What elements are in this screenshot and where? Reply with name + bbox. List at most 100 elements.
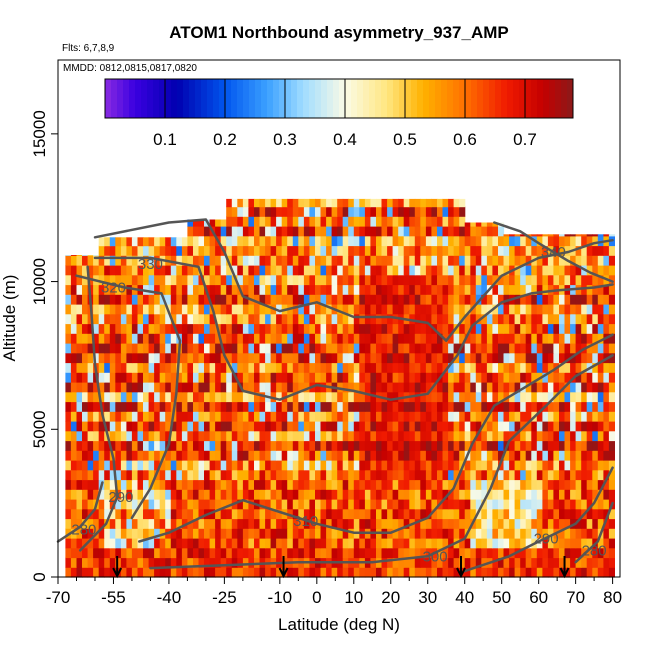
heatmap-cell: [425, 198, 432, 208]
heatmap-cell: [237, 460, 244, 471]
heatmap-cell: [392, 245, 399, 256]
heatmap-cell: [514, 391, 521, 403]
heatmap-cell: [381, 323, 388, 334]
heatmap-cell: [143, 518, 150, 529]
heatmap-cell: [464, 460, 471, 471]
heatmap-cell: [109, 265, 116, 276]
heatmap-cell: [425, 206, 432, 217]
heatmap-cell: [520, 234, 527, 237]
heatmap-cell: [520, 294, 527, 305]
heatmap-cell: [170, 391, 177, 403]
heatmap-cell: [559, 479, 566, 490]
heatmap-cell: [525, 499, 532, 510]
heatmap-cell: [126, 547, 133, 559]
heatmap-cell: [65, 411, 72, 422]
heatmap-cell: [337, 430, 344, 442]
colorbar-cell: [369, 79, 376, 118]
heatmap-cell: [409, 198, 416, 208]
heatmap-cell: [403, 265, 410, 276]
heatmap-cell: [76, 450, 83, 461]
heatmap-cell: [143, 237, 150, 247]
heatmap-cell: [409, 362, 416, 373]
heatmap-cell: [248, 372, 255, 383]
heatmap-cell: [486, 450, 493, 461]
heatmap-cell: [270, 489, 277, 500]
heatmap-cell: [492, 528, 499, 539]
heatmap-cell: [198, 518, 205, 529]
heatmap-cell: [403, 343, 410, 354]
heatmap-cell: [414, 372, 421, 383]
colorbar: 0.1 0.2 0.3 0.4 0.5 0.6 0.7: [104, 78, 574, 149]
heatmap-cell: [220, 294, 227, 305]
heatmap-cell: [237, 274, 244, 286]
heatmap-cell: [420, 198, 427, 208]
heatmap-cell: [342, 391, 349, 403]
heatmap-cell: [181, 508, 188, 520]
heatmap-cell: [254, 528, 261, 539]
heatmap-cell: [237, 411, 244, 422]
heatmap-cell: [226, 274, 233, 286]
heatmap-cell: [82, 440, 89, 451]
heatmap-cell: [93, 479, 100, 490]
heatmap-cell: [187, 226, 194, 237]
heatmap-cell: [226, 538, 233, 549]
heatmap-cell: [87, 460, 94, 471]
heatmap-cell: [592, 294, 599, 305]
heatmap-cell: [597, 304, 604, 315]
heatmap-cell: [337, 206, 344, 217]
heatmap-cell: [76, 304, 83, 315]
colorbar-cell: [123, 79, 130, 118]
heatmap-cell: [509, 352, 516, 364]
heatmap-cell: [564, 323, 571, 334]
heatmap-cell: [326, 235, 333, 247]
heatmap-cell: [143, 362, 150, 373]
heatmap-cell: [475, 469, 482, 481]
heatmap-cell: [315, 401, 322, 412]
heatmap-cell: [237, 450, 244, 461]
heatmap-cell: [220, 421, 227, 432]
heatmap-cell: [281, 518, 288, 529]
heatmap-cell: [320, 255, 327, 266]
heatmap-cell: [597, 469, 604, 481]
heatmap-cell: [248, 352, 255, 364]
heatmap-cell: [193, 226, 200, 237]
heatmap-cell: [364, 421, 371, 432]
heatmap-cell: [498, 362, 505, 373]
heatmap-cell: [204, 557, 211, 568]
heatmap-cell: [154, 304, 161, 315]
heatmap-cell: [215, 567, 222, 578]
heatmap-cell: [287, 255, 294, 266]
heatmap-cell: [575, 528, 582, 539]
heatmap-cell: [592, 274, 599, 286]
heatmap-cell: [292, 391, 299, 403]
heatmap-cell: [364, 430, 371, 442]
heatmap-cell: [231, 440, 238, 451]
heatmap-cell: [531, 567, 538, 578]
heatmap-cell: [475, 508, 482, 520]
heatmap-cell: [586, 284, 593, 295]
colorbar-cell: [435, 79, 442, 118]
heatmap-cell: [337, 343, 344, 354]
heatmap-cell: [581, 284, 588, 295]
heatmap-cell: [176, 313, 183, 325]
heatmap-cell: [547, 479, 554, 490]
heatmap-cell: [137, 391, 144, 403]
heatmap-cell: [98, 372, 105, 383]
heatmap-cell: [281, 274, 288, 286]
heatmap-cell: [165, 538, 172, 549]
heatmap-cell: [431, 450, 438, 461]
heatmap-cell: [498, 265, 505, 276]
heatmap-cell: [226, 557, 233, 568]
heatmap-cell: [597, 411, 604, 422]
heatmap-cell: [292, 235, 299, 247]
heatmap-cell: [204, 450, 211, 461]
heatmap-cell: [348, 547, 355, 559]
heatmap-cell: [509, 235, 516, 247]
heatmap-cell: [270, 206, 277, 217]
heatmap-cell: [453, 235, 460, 247]
heatmap-cell: [431, 235, 438, 247]
x-tick-label: -70: [46, 588, 71, 607]
colorbar-cell: [525, 79, 532, 118]
heatmap-cell: [76, 382, 83, 393]
heatmap-cell: [265, 489, 272, 500]
